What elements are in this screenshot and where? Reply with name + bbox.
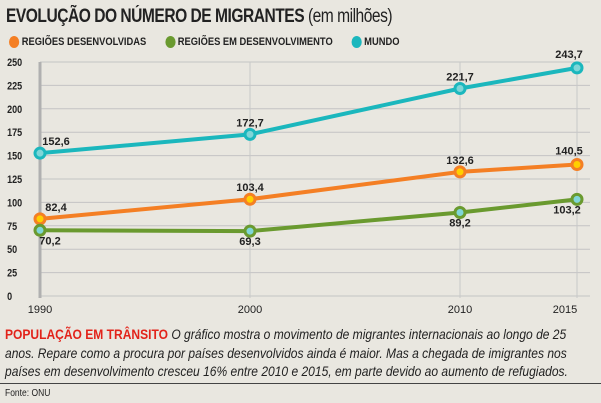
legend: REGIÕES DESENVOLVIDAS REGIÕES EM DESENVO…: [9, 36, 399, 48]
data-label: 132,6: [446, 155, 474, 167]
legend-swatch: [164, 36, 176, 48]
data-point: [33, 212, 47, 226]
y-tick-label: 100: [7, 198, 22, 210]
data-point: [243, 224, 257, 238]
legend-item-world: MUNDO: [351, 36, 399, 48]
title-text: EVOLUÇÃO DO NÚMERO DE MIGRANTES: [6, 6, 305, 27]
data-label: 82,4: [45, 202, 67, 214]
y-tick-label: 0: [7, 291, 12, 303]
data-label: 103,4: [236, 182, 264, 194]
data-label: 172,7: [236, 117, 264, 129]
data-point: [33, 223, 47, 237]
legend-label: REGIÕES EM DESENVOLVIMENTO: [177, 36, 333, 48]
chart-title: EVOLUÇÃO DO NÚMERO DE MIGRANTES (em milh…: [6, 6, 393, 28]
data-point: [453, 206, 467, 220]
data-point: [453, 81, 467, 95]
x-tick-label: 2015: [553, 304, 577, 316]
caption: POPULAÇÃO EM TRÂNSITO O gráfico mostra o…: [5, 325, 590, 381]
data-point: [570, 61, 584, 75]
x-tick-label: 2000: [238, 304, 262, 316]
data-label: 70,2: [39, 235, 60, 247]
line-chart: 0 25 50 75 100 125 150 175 200 225 250 1990 2000 2010…: [7, 49, 590, 316]
data-label: 69,3: [239, 236, 260, 248]
data-point: [243, 127, 257, 141]
data-label: 243,7: [555, 49, 583, 61]
y-tick-label: 75: [7, 221, 17, 233]
series-line: [39, 197, 578, 234]
legend-item-developed: REGIÕES DESENVOLVIDAS: [9, 36, 146, 48]
data-point: [453, 165, 467, 179]
series-line: [39, 65, 578, 156]
data-point: [570, 192, 584, 206]
caption-heading: POPULAÇÃO EM TRÂNSITO: [5, 326, 168, 342]
y-tick-label: 250: [7, 57, 22, 69]
y-tick-label: 225: [7, 81, 22, 93]
data-label: 89,2: [449, 218, 470, 230]
data-label: 221,7: [446, 71, 474, 83]
y-tick-label: 125: [7, 174, 22, 186]
data-point: [243, 192, 257, 206]
y-tick-label: 50: [7, 244, 17, 256]
legend-label: REGIÕES DESENVOLVIDAS: [21, 36, 147, 48]
legend-swatch: [351, 36, 362, 48]
y-tick-label: 175: [7, 127, 22, 139]
y-tick-label: 150: [7, 151, 22, 163]
caption-text: O gráfico mostra o movimento de migrante…: [5, 326, 568, 379]
data-label: 140,5: [555, 145, 583, 157]
y-tick-label: 25: [7, 268, 17, 280]
data-point: [570, 157, 584, 171]
legend-label: MUNDO: [364, 36, 400, 48]
data-label: 103,2: [553, 204, 581, 216]
legend-item-developing: REGIÕES EM DESENVOLVIMENTO: [164, 36, 333, 48]
x-tick-label: 2010: [448, 304, 472, 316]
y-tick-label: 200: [7, 104, 22, 116]
source-note: Fonte: ONU: [5, 388, 51, 399]
data-point: [33, 146, 47, 160]
legend-swatch: [9, 36, 20, 48]
x-tick-label: 1990: [28, 304, 52, 316]
series-line: [39, 162, 578, 221]
subtitle-text: (em milhões): [307, 6, 393, 27]
data-label: 152,6: [42, 136, 70, 148]
divider: [0, 383, 601, 384]
